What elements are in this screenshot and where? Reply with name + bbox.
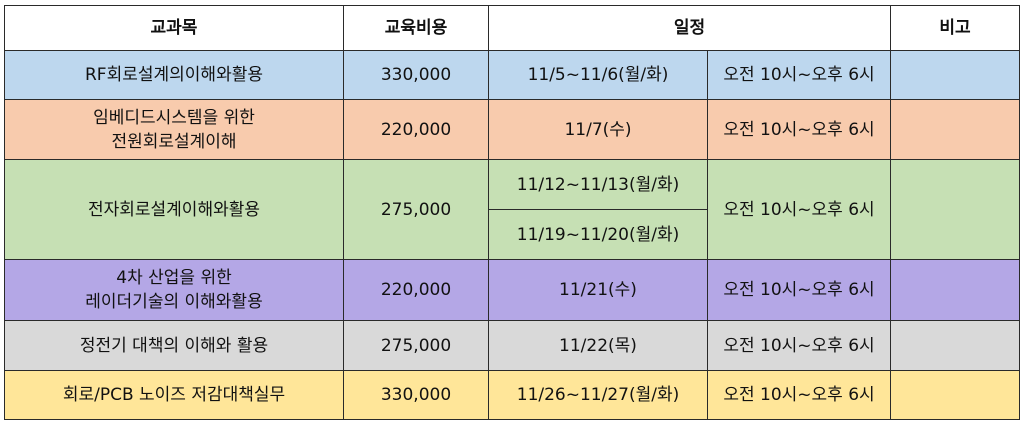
header-cost: 교육비용 (343, 5, 489, 51)
course-title: RF회로설계의이해와활용 (4, 50, 344, 100)
header-row: 교과목 교육비용 일정 비고 (4, 5, 1020, 51)
table-row: 4차 산업을 위한 레이더기술의 이해와활용 220,000 11/21(수) … (4, 259, 1020, 321)
course-cost: 275,000 (343, 320, 489, 371)
table-row: RF회로설계의이해와활용 330,000 11/5~11/6(월/화) 오전 1… (4, 50, 1020, 100)
course-title-line: 4차 산업을 위한 (116, 268, 232, 288)
course-title-line: RF회로설계의이해와활용 (85, 65, 263, 85)
course-title: 회로/PCB 노이즈 저감대책실무 (4, 370, 344, 420)
course-cost: 330,000 (343, 370, 489, 420)
course-dates: 11/22(목) (488, 320, 708, 371)
course-time: 오전 10시~오후 6시 (707, 50, 891, 100)
table-row: 정전기 대책의 이해와 활용 275,000 11/22(목) 오전 10시~오… (4, 320, 1020, 371)
course-dates: 11/7(수) (488, 99, 708, 160)
course-note (890, 370, 1020, 420)
course-dates: 11/5~11/6(월/화) (488, 50, 708, 100)
course-title: 4차 산업을 위한 레이더기술의 이해와활용 (4, 259, 344, 321)
course-dates: 11/26~11/27(월/화) (488, 370, 708, 420)
course-time: 오전 10시~오후 6시 (707, 99, 891, 160)
course-title: 전자회로설계이해와활용 (4, 159, 344, 260)
course-title: 임베디드시스템을 위한 전원회로설계이해 (4, 99, 344, 160)
course-note (890, 50, 1020, 100)
course-title-line: 임베디드시스템을 위한 (93, 107, 255, 128)
course-cost: 330,000 (343, 50, 489, 100)
course-title-line: 전원회로설계이해 (111, 131, 237, 152)
header-note: 비고 (890, 5, 1020, 51)
course-title-line: 전자회로설계이해와활용 (87, 199, 261, 220)
course-note (890, 159, 1020, 260)
header-course: 교과목 (4, 5, 344, 51)
course-time: 오전 10시~오후 6시 (707, 259, 891, 321)
course-cost: 220,000 (343, 259, 489, 321)
course-cost: 220,000 (343, 99, 489, 160)
course-note (890, 259, 1020, 321)
course-title-line: 레이더기술의 이해와활용 (85, 292, 263, 312)
course-schedule-table: 교과목 교육비용 일정 비고 RF회로설계의이해와활용 330,000 11/5… (4, 5, 1020, 420)
course-dates: 11/19~11/20(월/화) (488, 209, 708, 260)
course-note (890, 320, 1020, 371)
table-row: 회로/PCB 노이즈 저감대책실무 330,000 11/26~11/27(월/… (4, 370, 1020, 420)
table-row: 11/19~11/20(월/화) (5, 209, 1020, 260)
course-time: 오전 10시~오후 6시 (707, 159, 891, 260)
course-time: 오전 10시~오후 6시 (707, 370, 891, 420)
course-title: 정전기 대책의 이해와 활용 (4, 320, 344, 371)
course-title-line: 회로/PCB 노이즈 저감대책실무 (62, 385, 286, 405)
table-row: 전자회로설계이해와활용 275,000 11/12~11/13(월/화) 오전 … (4, 159, 1020, 260)
course-note (890, 99, 1020, 160)
course-dates: 11/12~11/13(월/화) (488, 159, 708, 210)
course-title-line: 정전기 대책의 이해와 활용 (79, 335, 269, 356)
course-time: 오전 10시~오후 6시 (707, 320, 891, 371)
table-row: 임베디드시스템을 위한 전원회로설계이해 220,000 11/7(수) 오전 … (4, 99, 1020, 160)
course-cost: 275,000 (343, 159, 489, 260)
course-dates: 11/21(수) (488, 259, 708, 321)
header-schedule: 일정 (488, 5, 891, 51)
